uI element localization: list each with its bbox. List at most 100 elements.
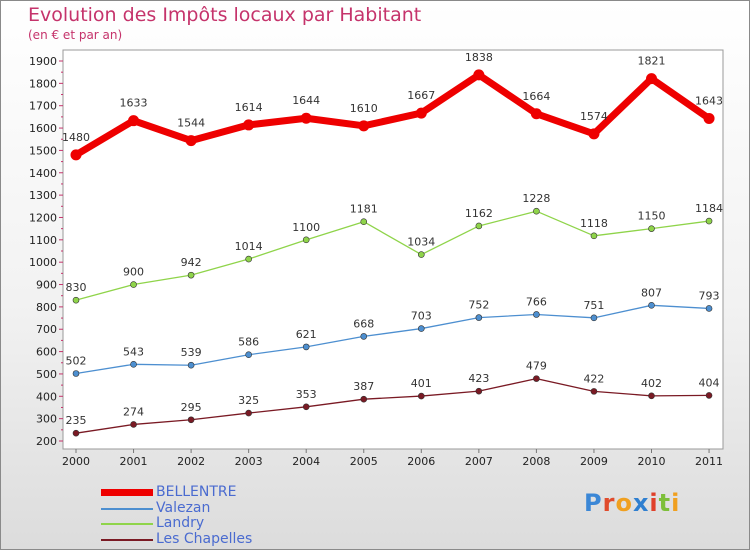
data-label: 703 — [411, 310, 432, 323]
data-label: 1610 — [350, 102, 378, 115]
data-label: 1633 — [120, 97, 148, 110]
data-label: 325 — [238, 394, 259, 407]
y-tick-label: 200 — [36, 435, 57, 448]
data-point — [187, 361, 195, 369]
data-label: 402 — [641, 377, 662, 390]
y-tick-label: 300 — [36, 413, 57, 426]
data-label: 295 — [181, 401, 202, 414]
data-label: 1014 — [235, 240, 263, 253]
data-point — [360, 395, 368, 403]
x-tick-label: 2010 — [638, 455, 666, 468]
y-tick-label: 1500 — [29, 144, 57, 157]
data-point — [130, 361, 137, 368]
data-label: 539 — [181, 346, 202, 359]
y-tick-label: 1700 — [29, 100, 57, 113]
data-point — [128, 115, 140, 127]
data-label: 274 — [123, 405, 144, 418]
data-point — [130, 421, 137, 428]
data-label: 235 — [66, 414, 87, 427]
data-label: 752 — [468, 299, 489, 312]
data-point — [590, 388, 598, 395]
data-point — [185, 135, 197, 147]
data-point — [417, 325, 425, 332]
data-point — [646, 73, 657, 85]
y-tick-label: 1600 — [29, 122, 57, 135]
data-point — [243, 119, 255, 131]
data-point — [533, 311, 540, 318]
data-point — [72, 370, 80, 377]
x-tick-label: 2004 — [292, 455, 320, 468]
y-tick-label: 700 — [36, 323, 57, 336]
data-point — [533, 207, 540, 215]
data-point — [417, 392, 425, 400]
x-axis: 2000 2001 2002 2003 2004 2005 2006 2007 2008 2009… — [62, 449, 723, 468]
data-label: 1643 — [695, 94, 723, 107]
data-label: 1664 — [522, 90, 550, 103]
x-tick-label: 2002 — [177, 455, 205, 468]
legend-label: Valezan — [156, 499, 211, 516]
data-label: 900 — [123, 266, 144, 279]
legend-swatch — [101, 538, 153, 541]
data-point — [130, 281, 137, 288]
data-label: 1838 — [465, 51, 493, 64]
data-point — [245, 255, 252, 263]
x-tick-label: 2007 — [465, 455, 493, 468]
x-tick-label: 2008 — [522, 455, 550, 468]
y-tick-label: 1400 — [29, 167, 57, 180]
y-tick-label: 1100 — [29, 234, 57, 247]
data-label: 1480 — [62, 131, 90, 144]
data-label: 1667 — [407, 89, 435, 102]
x-tick-label: 2011 — [695, 455, 723, 468]
legend-swatch — [101, 489, 153, 496]
data-point — [530, 108, 542, 120]
series-valezan: 502 543 539 586 621 668 703 752 766 751 807 793 — [66, 286, 720, 377]
data-label: 1644 — [292, 94, 320, 107]
data-point — [648, 392, 655, 400]
data-point — [475, 314, 483, 321]
data-point — [72, 429, 80, 437]
data-label: 1821 — [638, 55, 666, 68]
data-label: 404 — [699, 376, 720, 389]
series-line — [75, 377, 710, 434]
data-label: 1544 — [177, 117, 205, 130]
data-label: 1034 — [407, 236, 435, 249]
y-tick-label: 900 — [36, 279, 57, 292]
chart-title: Evolution des Impôts locaux par Habitant — [28, 4, 422, 26]
data-label: 793 — [699, 289, 720, 302]
data-point — [187, 271, 195, 279]
data-label: 387 — [353, 380, 374, 393]
data-label: 1574 — [580, 110, 608, 123]
data-point — [245, 351, 252, 359]
data-point — [648, 225, 655, 232]
data-point — [705, 217, 713, 225]
data-point — [302, 343, 310, 351]
data-label: 621 — [296, 328, 317, 341]
data-label: 502 — [66, 354, 87, 367]
data-label: 751 — [583, 299, 604, 312]
data-point — [187, 416, 195, 424]
data-point — [705, 305, 713, 312]
data-point — [70, 149, 82, 161]
data-point — [590, 232, 598, 240]
data-point — [360, 333, 368, 340]
data-label: 1228 — [522, 192, 550, 205]
x-tick-label: 2001 — [120, 455, 148, 468]
data-point — [72, 296, 80, 304]
y-tick-label: 1200 — [29, 211, 57, 224]
series-bellentre: 1480 1633 1544 1614 1644 1610 1667 1838 1664 1574… — [62, 51, 723, 161]
data-label: 1118 — [580, 217, 608, 230]
y-tick-label: 800 — [36, 301, 57, 314]
data-point — [703, 112, 715, 124]
data-label: 1162 — [465, 207, 493, 220]
data-label: 668 — [353, 317, 374, 330]
data-label: 586 — [238, 336, 259, 349]
data-label: 807 — [641, 286, 662, 299]
series-line — [75, 210, 710, 301]
data-label: 1614 — [235, 101, 263, 114]
data-point — [358, 120, 370, 132]
data-label: 830 — [66, 281, 87, 294]
data-point — [533, 375, 540, 382]
data-label: 1184 — [695, 202, 723, 215]
proxiti-logo: Proxiti — [584, 489, 681, 517]
